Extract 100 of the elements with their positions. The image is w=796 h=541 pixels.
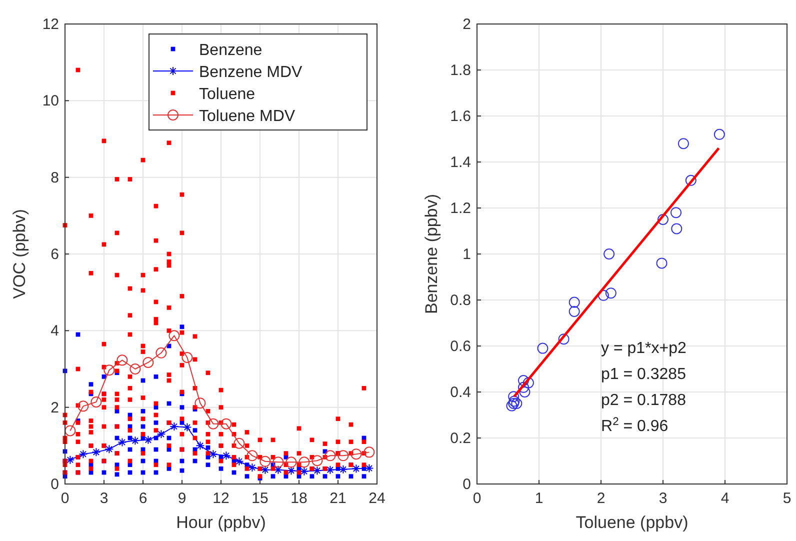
- point: [246, 450, 258, 462]
- point: [92, 448, 101, 457]
- x-tick-label: 15: [252, 490, 268, 507]
- point: [678, 138, 689, 150]
- point: [511, 398, 522, 409]
- y-tick-label: 1.8: [450, 62, 471, 79]
- y-tick-label: 1.6: [450, 108, 471, 125]
- point: [220, 418, 232, 430]
- point: [350, 448, 362, 460]
- point: [208, 418, 219, 430]
- point: [234, 438, 245, 449]
- point: [90, 396, 102, 408]
- annotation: R$^{2}$ = 0.96: [601, 416, 668, 435]
- point: [104, 444, 114, 454]
- y-tick-label: 0.4: [450, 384, 471, 401]
- point: [568, 306, 580, 317]
- legend-label: Benzene MDV: [199, 64, 302, 81]
- point: [518, 375, 529, 386]
- point: [506, 400, 518, 412]
- point: [196, 441, 205, 450]
- y-tick-label: 6: [50, 246, 59, 263]
- point: [130, 364, 141, 374]
- x-tick-label: 2: [596, 490, 606, 507]
- y-tick-label: 2: [50, 399, 59, 416]
- point: [130, 436, 140, 446]
- x-tick-label: 18: [290, 490, 308, 507]
- x-tick-label: 21: [330, 490, 346, 507]
- point: [78, 450, 88, 459]
- point: [182, 422, 192, 432]
- y-tick-label: 2: [462, 16, 471, 33]
- y-tick-label: 0: [462, 476, 471, 493]
- point: [78, 400, 89, 412]
- x-tick-label: 9: [178, 490, 186, 507]
- point: [522, 377, 534, 388]
- point: [298, 456, 310, 468]
- y-axis-title: VOC (ppbv): [10, 209, 29, 299]
- x-tick-label: 3: [100, 490, 108, 507]
- point: [156, 430, 166, 439]
- point: [656, 258, 668, 269]
- y-tick-label: 1.4: [450, 154, 471, 171]
- point: [658, 214, 668, 225]
- y-axis-title: Benzene (ppbv): [422, 194, 441, 314]
- point: [142, 356, 154, 368]
- annotation: p1 = 0.3285: [601, 366, 686, 383]
- y-tick-label: 0.8: [450, 292, 471, 309]
- point: [194, 398, 206, 409]
- point: [324, 450, 336, 462]
- y-tick-label: 4: [50, 322, 59, 340]
- legend-label: Toluene MDV: [199, 108, 296, 125]
- y-tick-label: 12: [42, 16, 59, 33]
- point: [508, 391, 520, 402]
- annotation: p2 = 0.1788: [601, 392, 686, 409]
- point: [312, 466, 322, 476]
- point: [260, 456, 271, 467]
- y-tick-label: 1: [462, 246, 471, 263]
- point: [338, 450, 349, 462]
- x-tick-label: 3: [658, 490, 668, 507]
- x-tick-label: 24: [368, 490, 386, 507]
- legend-label: Toluene: [199, 86, 256, 103]
- y-tick-label: 0.2: [450, 430, 471, 447]
- x-tick-label: 4: [720, 490, 730, 507]
- annotation: y = p1*x+p2: [601, 340, 686, 357]
- y-tick-label: 0.6: [450, 338, 471, 355]
- point: [118, 438, 127, 447]
- point: [156, 347, 167, 358]
- point: [182, 352, 193, 363]
- point: [518, 382, 529, 393]
- point: [671, 223, 682, 234]
- x-tick-label: 1: [534, 490, 544, 507]
- point: [685, 174, 696, 186]
- point: [116, 354, 128, 366]
- x-tick-label: 12: [212, 490, 230, 507]
- point: [558, 334, 570, 345]
- point: [104, 364, 115, 376]
- point: [568, 296, 580, 308]
- point: [364, 446, 375, 458]
- point: [714, 128, 725, 140]
- x-axis-title: Hour (ppbv): [176, 513, 266, 532]
- point: [286, 456, 297, 468]
- y-tick-label: 8: [50, 169, 59, 186]
- point: [64, 425, 76, 436]
- y-tick-label: 1.2: [450, 200, 471, 217]
- point: [670, 207, 682, 218]
- x-tick-label: 5: [782, 490, 792, 507]
- y-tick-label: 0: [50, 476, 59, 493]
- point: [168, 330, 180, 342]
- point: [272, 456, 284, 468]
- point: [508, 398, 520, 409]
- point: [312, 455, 323, 466]
- y-tick-label: 10: [42, 92, 59, 110]
- point: [604, 248, 615, 260]
- point: [352, 464, 361, 474]
- point: [605, 288, 616, 299]
- x-axis-title: Toluene (ppbv): [576, 513, 688, 532]
- legend-label: Benzene: [199, 42, 262, 59]
- point: [519, 386, 530, 398]
- x-tick-label: 6: [138, 490, 148, 507]
- point: [508, 396, 520, 407]
- point: [537, 342, 548, 354]
- point: [170, 422, 179, 431]
